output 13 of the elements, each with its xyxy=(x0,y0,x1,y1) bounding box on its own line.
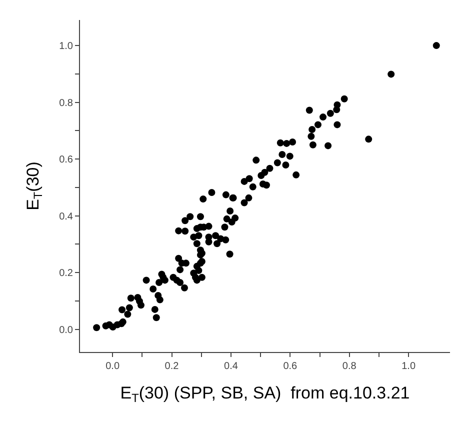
y-tick-label: 0.8 xyxy=(59,98,74,109)
y-tick-label: 0.4 xyxy=(59,211,74,222)
x-tick-label: 0.8 xyxy=(342,361,357,372)
y-tick-label: 1.0 xyxy=(59,41,74,52)
y-tick-label: 0.6 xyxy=(59,154,74,166)
y-tick-label: 0.0 xyxy=(59,324,74,336)
x-axis-title: E$_{T}$(30) (SPP, SB, SA) from eq.10.3.21 xyxy=(120,383,410,405)
x-tick-label: 0.2 xyxy=(164,361,180,372)
x-tick-label: 0.6 xyxy=(283,361,298,372)
x-tick-label: 0.4 xyxy=(224,361,238,372)
x-tick-label: 1.0 xyxy=(402,361,416,372)
y-tick-label: 0.2 xyxy=(59,268,74,280)
x-tick-label: 0.0 xyxy=(106,361,120,372)
